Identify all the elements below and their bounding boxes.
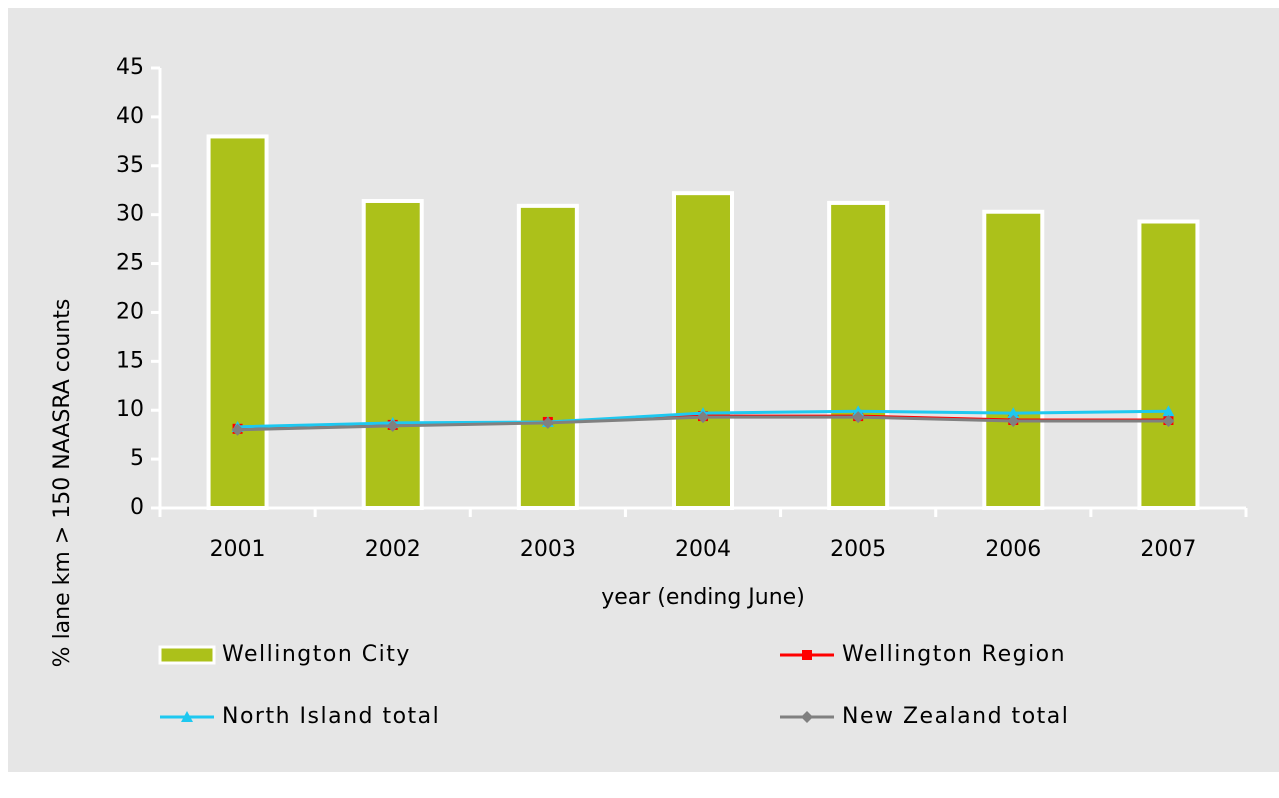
marker: [386, 419, 399, 432]
marker: [1162, 414, 1175, 427]
y-tick-label: 0: [130, 495, 144, 520]
legend-label: North Island total: [222, 704, 440, 729]
marker: [231, 423, 244, 436]
legend-label: Wellington City: [222, 642, 411, 667]
y-axis-label: % lane km > 150 NAASRA counts: [50, 298, 75, 668]
x-tick-label: 2007: [1140, 537, 1196, 562]
y-tick-label: 40: [116, 104, 144, 129]
bar: [1137, 219, 1200, 510]
y-tick-label: 25: [116, 251, 144, 276]
marker: [802, 650, 812, 660]
x-tick-label: 2001: [210, 537, 266, 562]
y-tick-label: 5: [130, 446, 144, 471]
legend-label: Wellington Region: [842, 642, 1066, 667]
marker: [541, 416, 554, 429]
x-tick-label: 2003: [520, 537, 576, 562]
x-tick-label: 2004: [675, 537, 731, 562]
y-tick-label: 45: [116, 55, 144, 80]
y-tick-label: 35: [116, 153, 144, 178]
marker: [801, 711, 813, 723]
legend-label: New Zealand total: [842, 704, 1069, 729]
y-tick-label: 30: [116, 202, 144, 227]
bar: [516, 203, 579, 510]
x-tick-label: 2002: [365, 537, 421, 562]
bar: [827, 200, 890, 511]
marker: [1162, 405, 1175, 417]
y-tick-label: 10: [116, 397, 144, 422]
bar: [361, 198, 424, 510]
y-tick-label: 15: [116, 348, 144, 373]
marker: [1007, 407, 1020, 419]
bar: [206, 134, 269, 510]
marker: [697, 411, 709, 424]
x-tick-label: 2006: [985, 537, 1041, 562]
bar: [672, 191, 734, 510]
marker: [852, 405, 865, 417]
bar: [982, 209, 1045, 510]
marker: [181, 711, 193, 722]
y-tick-label: 20: [116, 299, 144, 324]
x-tick-label: 2005: [830, 537, 886, 562]
legend-swatch: [158, 645, 216, 665]
x-axis-label: year (ending June): [601, 585, 805, 610]
marker: [1007, 414, 1020, 427]
marker: [852, 411, 865, 424]
